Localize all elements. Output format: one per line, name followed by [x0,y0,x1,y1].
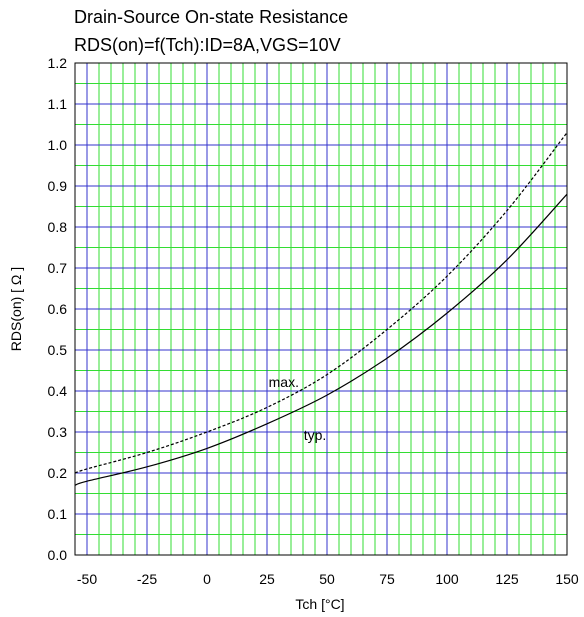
annotation-label: typ. [304,427,327,443]
major-grid [75,62,568,556]
y-tick-label: 0.1 [48,506,68,522]
series-layer [74,132,568,486]
x-tick-label: 75 [379,571,395,587]
x-tick-label: 0 [203,571,211,587]
x-tick-label: -25 [137,571,157,587]
y-tick-label: 1.0 [48,137,68,153]
x-tick-label: 25 [259,571,275,587]
y-tick-label: 0.5 [48,342,68,358]
y-tick-label: 0.4 [48,383,68,399]
y-tick-label: 0.6 [48,301,68,317]
y-tick-label: 0.2 [48,465,68,481]
y-tick-label: 1.1 [48,96,68,112]
series-line-max [74,132,568,474]
annotation-label: max. [269,374,299,390]
x-axis-label: Tch [°C] [295,596,344,612]
y-tick-label: 0.0 [48,547,68,563]
plot-frame [74,62,568,556]
x-tick-label: 100 [435,571,459,587]
x-tick-label: 150 [555,571,579,587]
y-tick-label: 0.8 [48,219,68,235]
x-tick-label: 50 [319,571,335,587]
y-tick-label: 1.2 [48,55,68,71]
y-axis-label: RDS(on) [ Ω ] [8,267,24,351]
chart-subtitle: RDS(on)=f(Tch):ID=8A,VGS=10V [74,35,341,55]
y-tick-labels: 0.0 0.1 0.2 0.3 0.4 0.5 0.6 0.7 0.8 0.9 1.0 1.1 1.2 [48,55,68,563]
x-tick-label: -50 [77,571,97,587]
y-tick-label: 0.7 [48,260,68,276]
annotation-layer: max. typ. [269,374,327,443]
x-tick-label: 125 [495,571,519,587]
chart-title: Drain-Source On-state Resistance [74,7,348,27]
y-tick-label: 0.3 [48,424,68,440]
series-line-typ [74,193,568,486]
x-tick-labels: -50 -25 0 25 50 75 100 125 150 [77,571,579,587]
y-tick-label: 0.9 [48,178,68,194]
